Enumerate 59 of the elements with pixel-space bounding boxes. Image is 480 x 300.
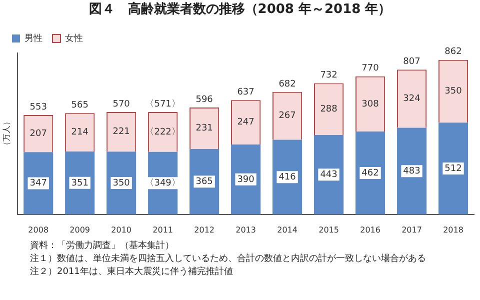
data-label: 247 bbox=[237, 118, 254, 128]
x-tick-label: 2015 bbox=[318, 225, 339, 234]
bar bbox=[314, 134, 344, 214]
data-label: 443 bbox=[320, 170, 338, 180]
total-label: 807 bbox=[403, 57, 420, 68]
total-label: 682 bbox=[278, 79, 296, 90]
total-label: 637 bbox=[237, 88, 254, 98]
data-label: 390 bbox=[237, 174, 255, 185]
data-label: 365 bbox=[196, 177, 213, 188]
total-label: 596 bbox=[196, 94, 214, 105]
data-label: 308 bbox=[362, 99, 380, 110]
data-label: 324 bbox=[403, 94, 421, 104]
bar bbox=[355, 132, 386, 214]
text: 注１）数値は、単位未満を四捨五入しているため、合計の数値と内訳の計が一致しない場合がある bbox=[30, 253, 427, 266]
x-tick-label: 2011 bbox=[152, 225, 173, 234]
data-label: 483 bbox=[403, 166, 420, 176]
x-tick-label: 2018 bbox=[443, 225, 464, 234]
data-label: 351 bbox=[71, 178, 88, 188]
bar bbox=[438, 122, 468, 214]
x-tick-label: 2012 bbox=[194, 225, 214, 234]
data-label: 350 bbox=[444, 86, 462, 97]
total-label: 565 bbox=[71, 100, 88, 110]
total-label: 862 bbox=[444, 47, 462, 58]
data-label: 214 bbox=[71, 128, 89, 138]
total-label: 570 bbox=[112, 99, 130, 110]
x-tick-label: 2010 bbox=[111, 225, 132, 234]
bar bbox=[190, 148, 220, 214]
data-label: 〈222〉 bbox=[145, 126, 180, 138]
data-label: 267 bbox=[278, 111, 296, 122]
legend-label: 女性 bbox=[65, 32, 83, 44]
bar bbox=[396, 128, 427, 214]
total-label: 732 bbox=[320, 70, 338, 81]
x-tick-label: 2016 bbox=[360, 225, 380, 234]
bar bbox=[272, 140, 302, 214]
data-label: 〈349〉 bbox=[145, 177, 180, 188]
data-label: 231 bbox=[196, 124, 213, 134]
total-label: 770 bbox=[362, 64, 380, 74]
data-label: 350 bbox=[112, 178, 130, 188]
data-label: 207 bbox=[30, 128, 47, 139]
data-label: 512 bbox=[444, 164, 462, 174]
x-tick-label: 2013 bbox=[236, 225, 256, 234]
x-tick-label: 2017 bbox=[402, 225, 422, 234]
bar bbox=[24, 152, 54, 214]
bar bbox=[231, 144, 261, 214]
data-label: 416 bbox=[278, 172, 296, 182]
data-label: 347 bbox=[30, 178, 47, 189]
y-axis-title: （万人） bbox=[2, 118, 11, 150]
total-label: 〈571〉 bbox=[145, 98, 180, 110]
x-tick-label: 2008 bbox=[28, 225, 49, 234]
data-label: 288 bbox=[320, 104, 338, 114]
data-label: 462 bbox=[362, 168, 379, 178]
chart-title: 図４ 高齢就業者数の推移（2008 年～2018 年） bbox=[88, 0, 392, 19]
text: 注２）2011年は、東日本大震災に伴う補完推計値 bbox=[30, 266, 234, 279]
text: 資料：「労働力調査」（基本集計） bbox=[30, 240, 175, 253]
x-tick-label: 2014 bbox=[277, 225, 298, 234]
legend-label: 男性 bbox=[24, 32, 42, 44]
x-tick-label: 2009 bbox=[70, 225, 90, 234]
data-label: 221 bbox=[112, 127, 130, 138]
total-label: 553 bbox=[30, 102, 47, 112]
